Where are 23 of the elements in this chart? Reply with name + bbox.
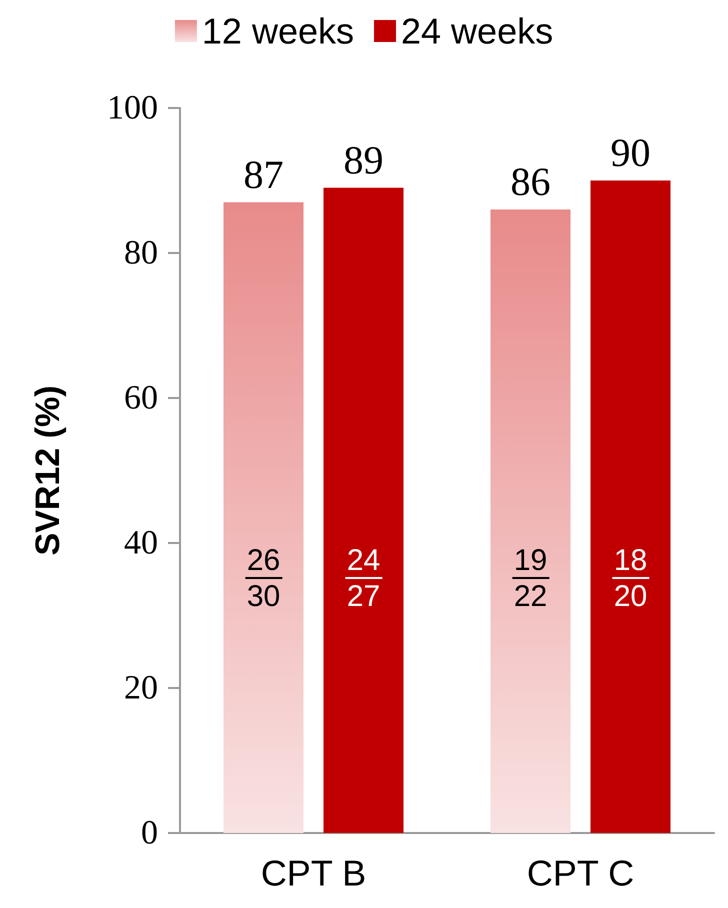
data-label: 87: [244, 152, 284, 197]
y-tick-label: 80: [124, 234, 158, 272]
legend-label: 24 weeks: [401, 10, 554, 52]
y-tick-label: 40: [124, 524, 158, 562]
annotation: 30: [246, 580, 280, 614]
y-tick-label: 60: [124, 380, 158, 416]
x-tick-label: CPT C: [526, 852, 634, 894]
y-axis-title: SVR12 (%): [29, 385, 67, 556]
data-label: 90: [610, 130, 650, 175]
data-label: 89: [344, 137, 384, 182]
annotation: 24: [344, 544, 382, 580]
annotation: 18: [612, 544, 650, 580]
annotation: 26: [244, 544, 282, 580]
y-tick-label: 0: [141, 814, 158, 852]
annotation: 19: [512, 544, 550, 580]
y-tick-label: 100: [107, 90, 158, 126]
annotation: 20: [614, 580, 648, 614]
y-tick-label: 20: [124, 670, 158, 706]
x-tick-label: CPT B: [260, 852, 366, 894]
data-label: 86: [510, 159, 550, 204]
legend-label: 12 weeks: [202, 10, 354, 52]
annotation: 27: [346, 580, 380, 614]
annotation: 22: [514, 580, 548, 614]
